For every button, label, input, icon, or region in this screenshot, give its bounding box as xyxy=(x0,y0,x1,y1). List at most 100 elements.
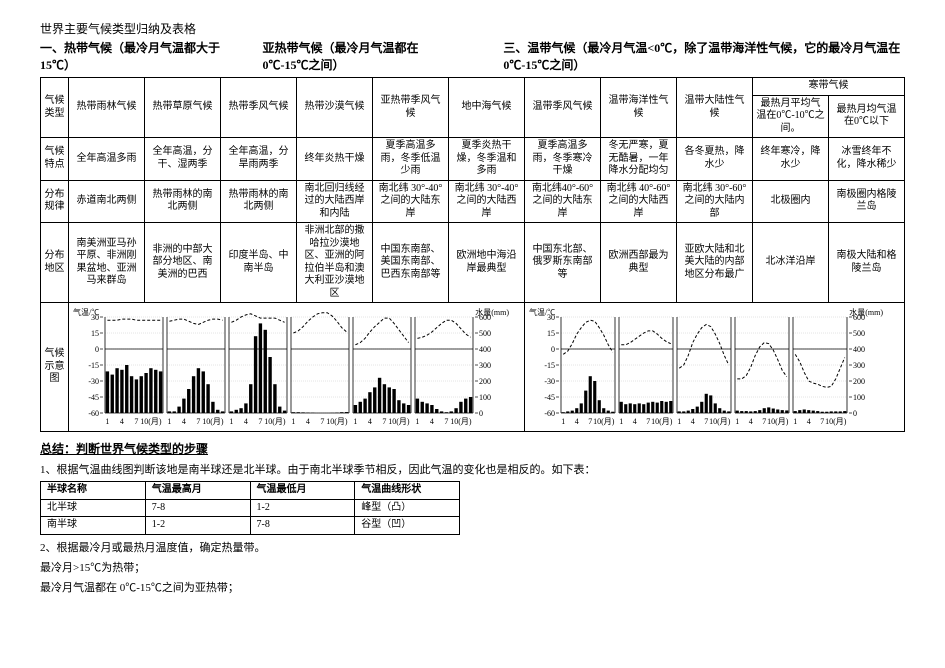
rule-2: 热带雨林的南北两侧 xyxy=(221,180,297,223)
climate-2: 热带季风气候 xyxy=(221,78,297,138)
climate-table: 气候类型 热带雨林气候 热带草原气候 热带季风气候 热带沙漠气候 亚热带季风气候… xyxy=(40,77,905,432)
svg-text:4: 4 xyxy=(575,417,579,426)
svg-text:30: 30 xyxy=(91,313,99,322)
svg-text:500: 500 xyxy=(479,329,491,338)
svg-text:10(月): 10(月) xyxy=(767,417,789,426)
region-1: 非洲的中部大部分地区、南美洲的巴西 xyxy=(145,223,221,303)
svg-text:100: 100 xyxy=(479,393,491,402)
rowlabel-region: 分布地区 xyxy=(41,223,69,303)
rule-9: 北极圈内 xyxy=(753,180,829,223)
svg-text:30: 30 xyxy=(547,313,555,322)
svg-text:-45: -45 xyxy=(544,393,555,402)
rule-0: 赤道南北两侧 xyxy=(69,180,145,223)
feature-3: 终年炎热干燥 xyxy=(297,138,373,181)
svg-text:10(月): 10(月) xyxy=(264,417,286,426)
svg-text:4: 4 xyxy=(368,417,372,426)
region-0: 南美洲亚马孙平原、非洲刚果盆地、亚洲马来群岛 xyxy=(69,223,145,303)
svg-text:-30: -30 xyxy=(88,377,99,386)
climate-chart-7: 14710(月) xyxy=(617,307,675,427)
svg-text:1: 1 xyxy=(561,417,565,426)
chart-block-left: 气温/℃30150-15-30-45-6014710(月)14710(月)147… xyxy=(69,303,525,432)
svg-text:10(月): 10(月) xyxy=(593,417,615,426)
rowlabel-type: 气候类型 xyxy=(41,78,69,138)
hemisphere-table: 半球名称 气温最高月 气温最低月 气温曲线形状 北半球 7-8 1-2 峰型（凸… xyxy=(40,481,460,535)
feature-0: 全年高温多雨 xyxy=(69,138,145,181)
feature-6: 夏季高温多雨，冬季寒冷干燥 xyxy=(525,138,601,181)
svg-text:-15: -15 xyxy=(88,361,99,370)
svg-text:1: 1 xyxy=(793,417,797,426)
section-head-3: 三、温带气候（最冷月气温<0℃，除了温带海洋性气候，它的最冷月气温在 0℃-15… xyxy=(503,39,905,73)
svg-text:7: 7 xyxy=(382,417,386,426)
svg-text:-15: -15 xyxy=(544,361,555,370)
svg-text:15: 15 xyxy=(547,329,555,338)
svg-text:-60: -60 xyxy=(544,409,555,418)
region-3: 非洲北部的撒哈拉沙漠地区、亚洲的阿拉伯半岛和澳大利亚沙漠地区 xyxy=(297,223,373,303)
svg-text:1: 1 xyxy=(105,417,109,426)
polar-sub-0: 最热月平均气温在0℃-10℃之间。 xyxy=(753,95,829,138)
rule-6: 南北纬40°-60°之间的大陆东岸 xyxy=(525,180,601,223)
svg-text:-60: -60 xyxy=(88,409,99,418)
rule-10: 南极圈内格陵兰岛 xyxy=(829,180,905,223)
climate-7: 温带海洋性气候 xyxy=(601,78,677,138)
climate-chart-10: 14710(月) xyxy=(791,307,849,427)
hemi-h3: 气温曲线形状 xyxy=(355,482,460,500)
rule-8: 南北纬 30°-60°之间的大陆内部 xyxy=(677,180,753,223)
region-7: 欧洲西部最为典型 xyxy=(601,223,677,303)
svg-text:0: 0 xyxy=(551,345,555,354)
svg-text:0: 0 xyxy=(853,409,857,418)
climate-chart-6: 1 4710(月) xyxy=(559,307,617,427)
rule-7: 南北纬 40°-60°之间的大陆西岸 xyxy=(601,180,677,223)
svg-text:10(月): 10(月) xyxy=(388,417,410,426)
svg-text:1: 1 xyxy=(167,417,171,426)
summary-line-2: 2、根据最冷月或最热月温度值，确定热量带。 xyxy=(40,539,905,555)
hemi-r1c0: 南半球 xyxy=(41,517,146,535)
polar-header: 寒带气候 xyxy=(753,78,905,96)
svg-text:4: 4 xyxy=(430,417,434,426)
section-head-1: 一、热带气候（最冷月气温都大于 15℃） xyxy=(40,39,223,73)
section-head-2: 亚热带气候（最冷月气温都在 0℃-15℃之间） xyxy=(263,39,464,73)
rule-3: 南北回归线经过的大陆西岸和内陆 xyxy=(297,180,373,223)
hemi-r1c3: 谷型（凹） xyxy=(355,517,460,535)
rowlabel-feature: 气候特点 xyxy=(41,138,69,181)
svg-text:400: 400 xyxy=(479,345,491,354)
hemi-h0: 半球名称 xyxy=(41,482,146,500)
climate-chart-9: 14710(月) xyxy=(733,307,791,427)
climate-chart-0: 14710(月) xyxy=(103,307,165,427)
rule-5: 南北纬 30°-40°之间的大陆西岸 xyxy=(449,180,525,223)
svg-text:4: 4 xyxy=(807,417,811,426)
hemi-h1: 气温最高月 xyxy=(145,482,250,500)
climate-3: 热带沙漠气候 xyxy=(297,78,373,138)
summary-line-3: 最冷月>15℃为热带； xyxy=(40,559,905,575)
svg-text:7: 7 xyxy=(704,417,708,426)
region-10: 南极大陆和格陵兰岛 xyxy=(829,223,905,303)
climate-5: 地中海气候 xyxy=(449,78,525,138)
svg-text:10(月): 10(月) xyxy=(326,417,348,426)
svg-text:300: 300 xyxy=(853,361,865,370)
svg-text:15: 15 xyxy=(91,329,99,338)
svg-text:10(月): 10(月) xyxy=(140,417,162,426)
feature-2: 全年高温，分旱雨两季 xyxy=(221,138,297,181)
svg-text:4: 4 xyxy=(244,417,248,426)
svg-text:4: 4 xyxy=(633,417,637,426)
svg-text:7: 7 xyxy=(258,417,262,426)
svg-text:10(月): 10(月) xyxy=(651,417,673,426)
svg-text:1: 1 xyxy=(677,417,681,426)
doc-title: 世界主要气候类型归纳及表格 xyxy=(40,20,905,37)
svg-text:7: 7 xyxy=(320,417,324,426)
region-9: 北冰洋沿岸 xyxy=(753,223,829,303)
svg-text:200: 200 xyxy=(853,377,865,386)
climate-0: 热带雨林气候 xyxy=(69,78,145,138)
rule-1: 热带雨林的南北两侧 xyxy=(145,180,221,223)
svg-text:7: 7 xyxy=(588,417,592,426)
climate-1: 热带草原气候 xyxy=(145,78,221,138)
svg-text:10(月): 10(月) xyxy=(202,417,224,426)
rowlabel-chart: 气候示意图 xyxy=(41,303,69,432)
section-header-row: 一、热带气候（最冷月气温都大于 15℃） 亚热带气候（最冷月气温都在 0℃-15… xyxy=(40,39,905,73)
region-5: 欧洲地中海沿岸最典型 xyxy=(449,223,525,303)
svg-text:100: 100 xyxy=(853,393,865,402)
svg-text:300: 300 xyxy=(479,361,491,370)
svg-text:7: 7 xyxy=(134,417,138,426)
climate-chart-1: 14710(月) xyxy=(165,307,227,427)
summary-title: 总结：判断世界气候类型的步骤 xyxy=(40,440,905,457)
climate-chart-4: 14710(月) xyxy=(351,307,413,427)
